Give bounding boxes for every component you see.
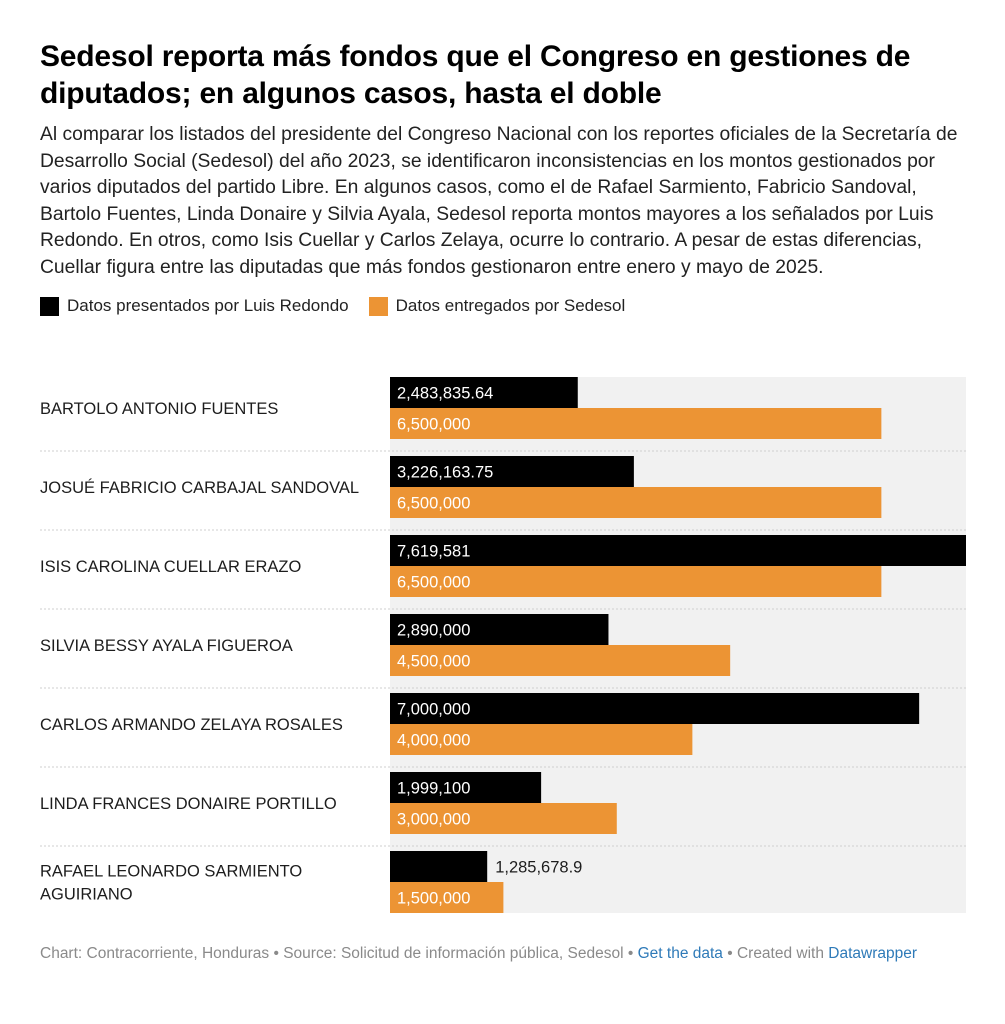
- bar-redondo: [390, 377, 578, 408]
- bar-redondo: [390, 693, 920, 724]
- category-label: JOSUÉ FABRICIO CARBAJAL SANDOVAL: [40, 478, 359, 497]
- bar-value-label: 2,890,000: [397, 622, 470, 640]
- bar-redondo: [390, 456, 634, 487]
- legend-label-redondo: Datos presentados por Luis Redondo: [67, 296, 349, 315]
- bar-value-label: 1,500,000: [397, 890, 470, 908]
- bar-value-label: 1,285,678.9: [495, 859, 582, 877]
- bar-value-label: 2,483,835.64: [397, 385, 493, 403]
- datawrapper-link[interactable]: Datawrapper: [828, 945, 918, 962]
- footer-separator: •: [623, 945, 638, 962]
- bar-redondo: [390, 535, 966, 566]
- chart-footer: Chart: Contracorriente, Honduras • Sourc…: [40, 943, 940, 965]
- bar-value-label: 3,226,163.75: [397, 464, 493, 482]
- category-label: LINDA FRANCES DONAIRE PORTILLO: [40, 795, 337, 813]
- bar-value-label: 3,000,000: [397, 811, 470, 829]
- bar-value-label: 7,619,581: [397, 543, 470, 561]
- legend-item-sedesol: Datos entregados por Sedesol: [368, 296, 626, 316]
- bar-sedesol: [390, 645, 731, 676]
- footer-created-with: • Created with: [722, 945, 829, 962]
- bar-sedesol: [390, 724, 693, 755]
- footer-source: Solicitud de información pública, Sedeso…: [340, 945, 624, 962]
- bar-value-label: 7,000,000: [397, 701, 470, 719]
- category-label: RAFAEL LEONARDO SARMIENTO: [40, 863, 302, 881]
- category-label: SILVIA BESSY AYALA FIGUEROA: [40, 637, 293, 655]
- bar-sedesol: [390, 803, 617, 834]
- chart-title: Sedesol reporta más fondos que el Congre…: [40, 40, 911, 110]
- bar-redondo: [390, 614, 609, 645]
- legend: Datos presentados por Luis Redondo Datos…: [40, 296, 970, 316]
- footer-chart-prefix: Chart:: [40, 945, 87, 962]
- bar-value-label: 4,000,000: [397, 732, 470, 750]
- bar-chart: BARTOLO ANTONIO FUENTES 2,483,835.64 6,500…: [40, 377, 970, 913]
- get-the-data-link[interactable]: Get the data: [637, 945, 723, 962]
- legend-swatch-redondo: [40, 296, 59, 316]
- footer-chart-credit: Contracorriente, Honduras: [86, 945, 270, 962]
- bar-sedesol: [390, 408, 882, 439]
- category-label: AGUIRIANO: [40, 886, 133, 904]
- bar-value-label: 4,500,000: [397, 653, 470, 671]
- bar-value-label: 6,500,000: [397, 416, 470, 434]
- category-label: ISIS CAROLINA CUELLAR ERAZO: [40, 558, 301, 576]
- footer-source-prefix: • Source:: [269, 945, 341, 962]
- legend-item-redondo: Datos presentados por Luis Redondo: [40, 296, 349, 316]
- category-label: BARTOLO ANTONIO FUENTES: [40, 400, 278, 418]
- bar-value-label: 1,999,100: [397, 780, 470, 798]
- legend-label-sedesol: Datos entregados por Sedesol: [395, 296, 626, 315]
- category-label: CARLOS ARMANDO ZELAYA ROSALES: [40, 716, 343, 734]
- chart-description: Al comparar los listados del presidente …: [40, 124, 958, 278]
- legend-swatch-sedesol: [368, 296, 388, 316]
- bar-sedesol: [390, 487, 882, 518]
- bar-sedesol: [390, 882, 504, 913]
- bar-value-label: 6,500,000: [397, 574, 470, 592]
- bar-redondo: [390, 772, 542, 803]
- bar-sedesol: [390, 566, 882, 597]
- bar-redondo: [390, 851, 488, 882]
- bar-value-label: 6,500,000: [397, 495, 470, 513]
